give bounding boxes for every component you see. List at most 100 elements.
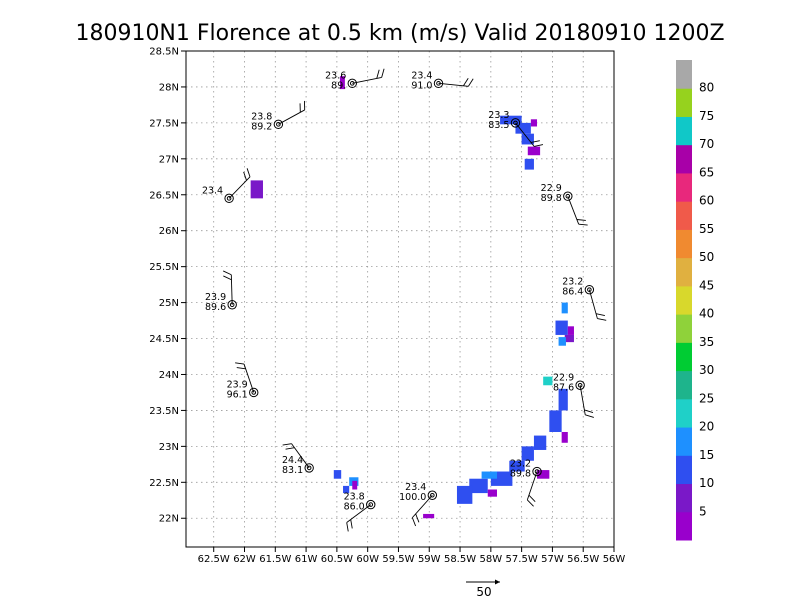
station-ring-inner (534, 469, 540, 474)
colorbar-swatch (676, 398, 692, 428)
station-temp: 23.4 (405, 482, 426, 493)
station-marker: 23.689. (325, 68, 385, 91)
station-ring-inner (513, 120, 518, 126)
station-marker: 23.286.4 (562, 277, 607, 321)
colorbar-swatch (676, 229, 692, 259)
colorbar-label: 50 (699, 250, 714, 264)
station-ring-outer (427, 490, 438, 500)
colorbar: 5 10 15 20 25 30 35 40 45 50 55 60 65 70 75 80 (676, 60, 714, 541)
x-tick-label: 60.5W (321, 554, 353, 565)
wind-cell (543, 376, 553, 386)
station-temp: 24.4 (282, 455, 303, 466)
wind-barb-flag (235, 362, 245, 365)
y-tick-label: 26N (159, 226, 179, 237)
colorbar-label: 35 (699, 335, 714, 349)
colorbar-swatch (676, 116, 692, 146)
x-tick-label: 61W (295, 554, 318, 565)
wind-barb-flag (595, 313, 605, 316)
wind-barb-flag (381, 68, 385, 78)
station-temp: 22.9 (541, 183, 562, 194)
wind-cell (333, 470, 342, 479)
colorbar-swatch (676, 314, 692, 343)
wind-barb-flag (462, 78, 469, 87)
wind-barb-flag (530, 140, 540, 143)
colorbar-swatch (676, 144, 692, 174)
station-ring-outer (366, 499, 376, 510)
station-value: 83.1 (282, 465, 303, 476)
station-value: 96.1 (227, 389, 248, 400)
station-value: 86.4 (562, 287, 583, 298)
y-tick-label: 24N (159, 370, 179, 381)
colorbar-swatch (676, 257, 692, 287)
station-value: 100.0 (399, 492, 426, 503)
colorbar-label: 60 (699, 194, 714, 208)
station-ring-outer (532, 466, 542, 477)
x-tick-label: 59W (418, 554, 441, 565)
wind-barb-flag (350, 519, 353, 529)
station-temp: 23.6 (325, 70, 346, 81)
wind-cell (423, 513, 435, 519)
y-tick-label: 22.5N (149, 478, 179, 489)
colorbar-swatch (676, 201, 692, 230)
wind-barb-flag (578, 223, 588, 226)
colorbar-label: 65 (699, 165, 714, 179)
wind-speed-cells (250, 76, 574, 519)
wind-cell (564, 334, 574, 343)
x-tick-label: 61.5W (259, 554, 291, 565)
station-value: 89.2 (251, 121, 272, 132)
x-tick-label: 58.5W (444, 554, 476, 565)
station-marker: 22.989.8 (541, 183, 588, 226)
x-tick-label: 56W (603, 554, 626, 565)
wind-cell (456, 485, 473, 504)
station-value: 89.6 (205, 302, 226, 313)
station-temp: 23.4 (202, 185, 223, 196)
wind-cell (561, 431, 568, 443)
wind-cell (524, 158, 534, 170)
station-temp: 23.8 (251, 111, 272, 122)
station-value: 89. (331, 80, 346, 91)
wind-cell (558, 337, 566, 346)
station-value: 86.0 (344, 502, 365, 513)
y-tick-label: 28.5N (149, 47, 179, 58)
station-ring-inner (565, 193, 571, 199)
colorbar-swatch (676, 285, 692, 315)
wind-cell (561, 302, 568, 314)
station-temp: 22.9 (553, 372, 574, 383)
colorbar-label: 40 (699, 307, 714, 321)
wind-cell (509, 460, 525, 472)
x-tick-label: 60W (356, 554, 379, 565)
station-ring-inner (251, 390, 257, 395)
y-tick-label: 24.5N (149, 334, 179, 345)
reference-vector: 50 (466, 579, 500, 599)
axes: 62.5W 62W 61.5W 61W 60.5W 60W 59.5W 59W 58.5W 58W… (149, 47, 625, 566)
station-ring-inner (306, 465, 312, 471)
station-marker: 23.491.0 (411, 70, 474, 91)
wind-cell (339, 76, 345, 90)
station-value: 89.8 (510, 469, 531, 480)
colorbar-swatch (676, 370, 692, 400)
station-marker: 24.483.1 (282, 443, 314, 476)
y-tick-label: 25N (159, 298, 179, 309)
wind-cell (549, 410, 562, 432)
wind-barb-flag (236, 367, 246, 370)
wind-barb-flag (346, 522, 349, 532)
wind-cell (343, 485, 350, 494)
station-plots: 23.689.23.491.023.889.223.383.523.4 22.98… (202, 68, 607, 532)
station-ring-outer (347, 78, 357, 89)
y-tick-label: 28N (159, 82, 179, 93)
wind-barb-shaft (346, 504, 372, 523)
colorbar-label: 15 (699, 448, 714, 462)
wind-cell (250, 180, 263, 199)
station-value: 89.8 (541, 193, 562, 204)
wind-cell (487, 489, 497, 497)
colorbar-swatch (676, 60, 692, 89)
station-ring-outer (224, 193, 234, 204)
station-ring-outer (249, 387, 259, 398)
reference-arrow-head (495, 579, 500, 585)
colorbar-label: 55 (699, 222, 714, 236)
station-ring-inner (430, 492, 435, 498)
station-temp: 23.8 (344, 492, 365, 503)
wind-barb-flag (597, 318, 607, 321)
